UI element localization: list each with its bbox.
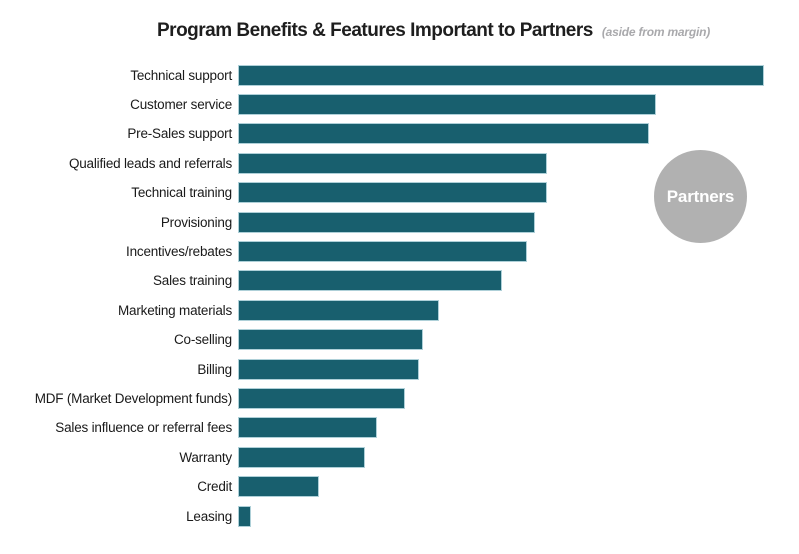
bar xyxy=(238,123,649,145)
chart-title: Program Benefits & Features Important to… xyxy=(157,20,593,41)
chart-row: Leasing xyxy=(0,501,799,530)
category-label: Co-selling xyxy=(173,332,232,348)
category-label: Credit xyxy=(197,479,232,495)
chart-title-block: Program Benefits & Features Important to… xyxy=(157,20,710,42)
chart-row: Technical support xyxy=(0,61,799,90)
chart-row: Qualified leads and referrals xyxy=(0,149,799,178)
bar xyxy=(238,182,547,204)
category-label: Leasing xyxy=(186,508,232,524)
category-label: Sales influence or referral fees xyxy=(55,420,232,436)
category-label: Marketing materials xyxy=(118,302,232,318)
chart-row: Credit xyxy=(0,472,799,501)
chart-row: Technical training xyxy=(0,178,799,207)
bar xyxy=(238,64,764,86)
bar xyxy=(238,476,319,498)
bar xyxy=(238,505,252,527)
bar xyxy=(238,358,419,380)
chart-row: Co-selling xyxy=(0,325,799,354)
chart-row: MDF (Market Development funds) xyxy=(0,384,799,413)
bar xyxy=(238,446,365,468)
bar xyxy=(238,211,536,233)
chart-row: Warranty xyxy=(0,443,799,472)
category-label: MDF (Market Development funds) xyxy=(34,390,233,406)
category-label: Incentives/rebates xyxy=(126,244,232,260)
category-label: Customer service xyxy=(130,97,232,113)
chart-row: Pre-Sales support xyxy=(0,119,799,148)
category-label: Pre-Sales support xyxy=(127,126,232,142)
partners-circle-badge: Partners xyxy=(654,150,747,243)
chart-row: Billing xyxy=(0,354,799,383)
category-label: Technical support xyxy=(130,67,232,83)
chart-row: Customer service xyxy=(0,90,799,119)
bar xyxy=(238,152,547,174)
bar xyxy=(238,241,527,263)
bar xyxy=(238,417,377,439)
chart-row: Marketing materials xyxy=(0,296,799,325)
bar xyxy=(238,94,657,116)
category-label: Billing xyxy=(197,361,232,377)
chart-subtitle: (aside from margin) xyxy=(601,25,711,39)
bar xyxy=(238,270,503,292)
partners-circle-label: Partners xyxy=(666,186,735,206)
chart-row: Incentives/rebates xyxy=(0,237,799,266)
category-label: Provisioning xyxy=(160,214,232,230)
bar xyxy=(238,299,439,321)
category-label: Warranty xyxy=(179,449,232,465)
chart-row: Provisioning xyxy=(0,207,799,236)
category-label: Technical training xyxy=(131,185,232,201)
category-label: Sales training xyxy=(153,273,232,289)
chart-row: Sales training xyxy=(0,266,799,295)
category-label: Qualified leads and referrals xyxy=(68,155,232,171)
chart-row: Sales influence or referral fees xyxy=(0,413,799,442)
bar xyxy=(238,387,405,409)
bar-chart: Technical support Customer service Pre-Sal… xyxy=(0,61,799,531)
bar xyxy=(238,329,424,351)
